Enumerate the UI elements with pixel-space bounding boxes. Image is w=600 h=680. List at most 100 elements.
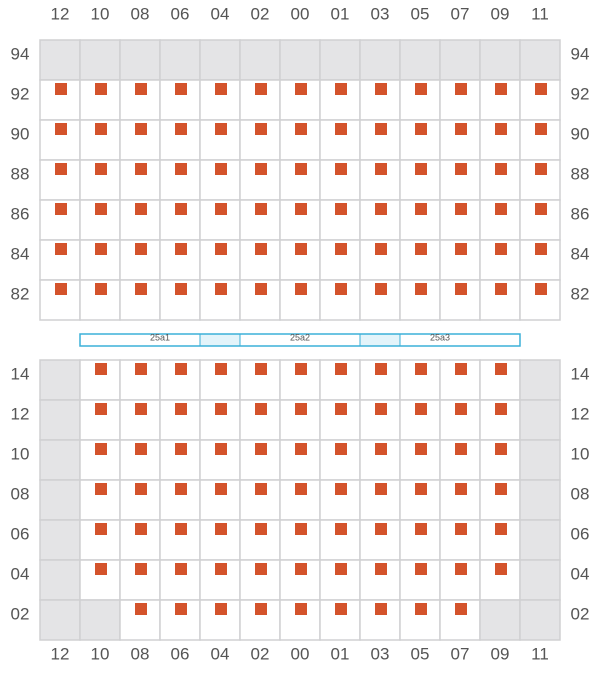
seat-marker <box>135 563 147 575</box>
seat-marker <box>535 123 547 135</box>
seat-marker <box>455 403 467 415</box>
cell <box>39 399 81 441</box>
column-label: 10 <box>91 4 110 23</box>
seat-marker <box>455 363 467 375</box>
seat-marker <box>335 563 347 575</box>
seat-marker <box>295 363 307 375</box>
row-label: 10 <box>11 444 30 463</box>
seat-marker <box>175 563 187 575</box>
seat-marker <box>375 243 387 255</box>
seat-marker <box>255 443 267 455</box>
seat-marker <box>255 123 267 135</box>
column-label: 07 <box>451 644 470 663</box>
column-label: 09 <box>491 4 510 23</box>
cell <box>399 119 441 161</box>
seat-marker <box>255 163 267 175</box>
seat-marker <box>215 443 227 455</box>
cell <box>159 39 201 81</box>
seat-marker <box>455 603 467 615</box>
seat-marker <box>135 363 147 375</box>
seat-marker <box>335 123 347 135</box>
seat-marker <box>255 483 267 495</box>
strip: 25a1 25a2 25a3 <box>79 332 521 347</box>
strip-frame <box>79 333 521 347</box>
column-label: 04 <box>211 644 230 663</box>
seat-marker <box>135 163 147 175</box>
seat-marker <box>175 123 187 135</box>
seat-marker <box>335 403 347 415</box>
seat-marker <box>335 203 347 215</box>
seat-marker <box>375 563 387 575</box>
seat-marker <box>375 483 387 495</box>
seat-marker <box>375 363 387 375</box>
cell <box>39 519 81 561</box>
seat-marker <box>95 403 107 415</box>
seat-marker <box>295 203 307 215</box>
column-label: 12 <box>51 4 70 23</box>
seat-marker <box>335 483 347 495</box>
seat-marker <box>375 603 387 615</box>
cell <box>79 599 121 641</box>
strip-label: 25a2 <box>290 332 310 342</box>
row-label: 84 <box>571 244 590 263</box>
row-label: 06 <box>11 524 30 543</box>
column-label: 05 <box>411 644 430 663</box>
seat-marker <box>455 483 467 495</box>
column-label: 07 <box>451 4 470 23</box>
seat-marker <box>335 363 347 375</box>
seat-marker <box>415 203 427 215</box>
seat-marker <box>335 83 347 95</box>
seat-marker <box>295 603 307 615</box>
row-label: 82 <box>11 284 30 303</box>
column-label: 01 <box>331 644 350 663</box>
seat-marker <box>535 83 547 95</box>
seat-marker <box>415 283 427 295</box>
seat-marker <box>175 243 187 255</box>
seat-marker <box>415 563 427 575</box>
seat-marker <box>375 443 387 455</box>
seat-marker <box>535 203 547 215</box>
seat-marker <box>135 123 147 135</box>
seat-marker <box>215 283 227 295</box>
seat-marker <box>375 403 387 415</box>
seat-marker <box>255 83 267 95</box>
seat-marker <box>455 123 467 135</box>
row-label: 86 <box>11 204 30 223</box>
cell <box>479 599 521 641</box>
cell <box>519 399 561 441</box>
row-label: 04 <box>11 564 30 583</box>
row-label: 90 <box>571 124 590 143</box>
column-label: 09 <box>491 644 510 663</box>
column-label: 03 <box>371 644 390 663</box>
seat-marker <box>55 83 67 95</box>
seat-marker <box>135 523 147 535</box>
row-label: 10 <box>571 444 590 463</box>
seat-marker <box>95 523 107 535</box>
seat-marker <box>135 83 147 95</box>
cell <box>39 479 81 521</box>
seat-marker <box>55 123 67 135</box>
cell <box>359 39 401 81</box>
seat-marker <box>175 443 187 455</box>
row-label: 06 <box>571 524 590 543</box>
seat-marker <box>335 163 347 175</box>
seat-marker <box>295 563 307 575</box>
strip-fill <box>200 334 240 346</box>
seat-marker <box>255 563 267 575</box>
seat-marker <box>415 403 427 415</box>
row-label: 12 <box>571 404 590 423</box>
seat-marker <box>295 83 307 95</box>
seat-marker <box>175 603 187 615</box>
seat-marker <box>495 163 507 175</box>
seat-marker <box>495 83 507 95</box>
column-label: 11 <box>531 4 549 23</box>
seat-marker <box>135 603 147 615</box>
seat-marker <box>295 283 307 295</box>
seat-marker <box>495 363 507 375</box>
seat-marker <box>455 523 467 535</box>
row-label: 86 <box>571 204 590 223</box>
cell <box>519 39 561 81</box>
seat-marker <box>415 523 427 535</box>
seat-marker <box>255 203 267 215</box>
seat-marker <box>175 83 187 95</box>
